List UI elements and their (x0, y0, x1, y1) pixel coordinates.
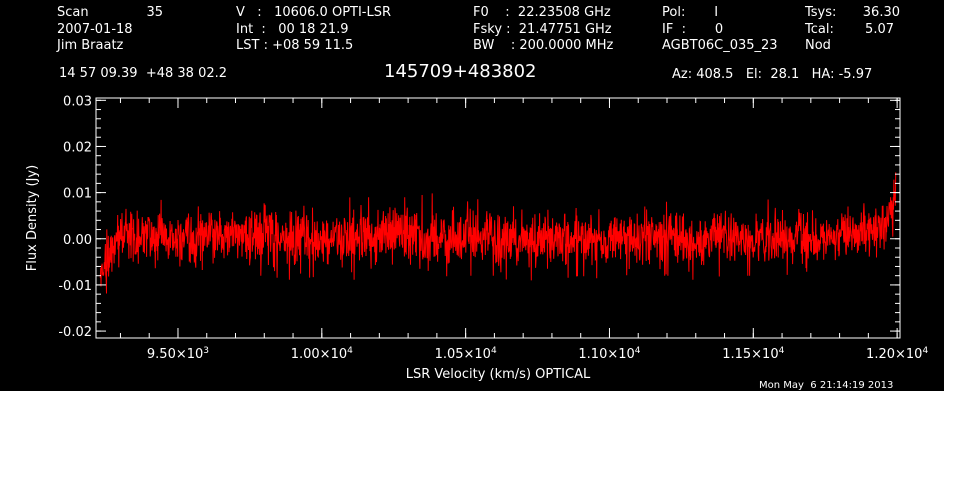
y-tick-label: -0.02 (58, 325, 92, 340)
header-tcal-key: Tcal: (805, 22, 834, 37)
y-axis-label: Flux Density (Jy) (25, 165, 40, 271)
header-polarization: Pol: I (662, 5, 719, 20)
header-nod: Nod (805, 38, 831, 53)
header-scan-value: 35 (146, 5, 163, 20)
x-tick-label: 1.10×104 (578, 346, 640, 362)
header-project: AGBT06C_035_23 (662, 38, 778, 53)
y-tick-label: 0.00 (63, 233, 92, 248)
plot-frame (95, 97, 901, 339)
spectrum-plot: 9.50×103 1.00×104 1.05×104 1.10×104 1.15×104… (25, 94, 928, 382)
header-coordinates: 14 57 09.39 +48 38 02.2 (59, 66, 228, 81)
header-tsys-key: Tsys: (805, 5, 837, 20)
x-tick-label: 1.00×104 (291, 346, 353, 362)
spectrum-panel: 9.50×103 1.00×104 1.05×104 1.10×104 1.15×104… (0, 0, 944, 391)
header-date: 2007-01-18 (57, 22, 133, 37)
x-tick-label: 1.05×104 (435, 346, 497, 362)
header-bandwidth: BW : 200.0000 MHz (473, 38, 614, 53)
header-scan-key: Scan (57, 5, 89, 20)
y-tick-label: -0.01 (58, 279, 92, 294)
plot-timestamp: Mon May 6 21:14:19 2013 (759, 380, 894, 391)
header-integration: Int : 00 18 21.9 (236, 22, 349, 37)
axes: 9.50×103 1.00×104 1.05×104 1.10×104 1.15×104… (58, 94, 928, 362)
header-az-el-ha: Az: 408.5 El: 28.1 HA: -5.97 (672, 67, 873, 82)
header-if: IF : 0 (662, 22, 724, 37)
x-axis-label: LSR Velocity (km/s) OPTICAL (406, 367, 591, 382)
x-tick-label: 1.20×104 (866, 346, 928, 362)
y-tick-label: 0.01 (63, 187, 92, 202)
header-sky-frequency: Fsky : 21.47751 GHz (473, 22, 612, 37)
header-velocity: V : 10606.0 OPTI-LSR (236, 5, 392, 20)
header-observer: Jim Braatz (57, 38, 124, 53)
header-tcal-value: 5.07 (865, 22, 894, 37)
y-tick-label: 0.02 (63, 140, 92, 155)
y-tick-label: 0.03 (63, 94, 92, 109)
source-name: 145709+483802 (384, 61, 537, 82)
header-rest-frequency: F0 : 22.23508 GHz (473, 5, 611, 20)
spectrum-trace (99, 172, 897, 294)
spectrum-line (99, 172, 897, 294)
header-lst: LST : +08 59 11.5 (236, 38, 354, 53)
x-tick-label: 9.50×103 (147, 346, 209, 362)
header-tsys-value: 36.30 (862, 5, 900, 20)
x-tick-label: 1.15×104 (722, 346, 784, 362)
